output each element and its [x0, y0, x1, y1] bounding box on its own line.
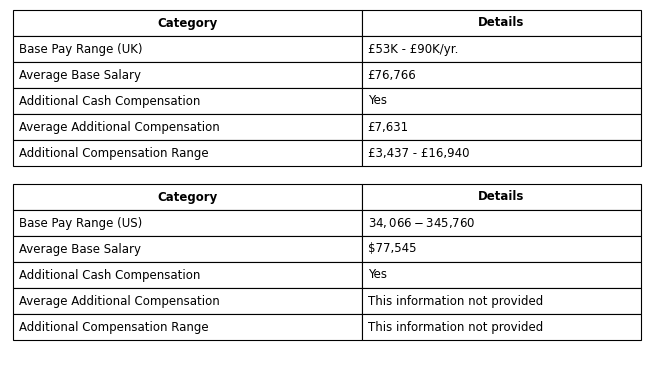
Text: Average Additional Compensation: Average Additional Compensation: [19, 294, 220, 307]
Bar: [13, 314, 362, 340]
Text: Additional Cash Compensation: Additional Cash Compensation: [19, 95, 200, 108]
Text: Base Pay Range (US): Base Pay Range (US): [19, 217, 143, 230]
Text: $77,545: $77,545: [368, 242, 416, 255]
Bar: [362, 62, 641, 88]
Bar: [362, 36, 641, 62]
Bar: [362, 236, 641, 262]
Bar: [362, 210, 641, 236]
Bar: [362, 288, 641, 314]
Bar: [13, 36, 362, 62]
Bar: [362, 140, 641, 166]
Bar: [13, 62, 362, 88]
Bar: [362, 262, 641, 288]
Bar: [13, 288, 362, 314]
Text: £7,631: £7,631: [368, 120, 409, 133]
Bar: [362, 10, 641, 36]
Text: Average Additional Compensation: Average Additional Compensation: [19, 120, 220, 133]
Bar: [362, 88, 641, 114]
Text: $34,066 - $345,760: $34,066 - $345,760: [368, 216, 475, 230]
Text: Additional Compensation Range: Additional Compensation Range: [19, 147, 209, 160]
Text: This information not provided: This information not provided: [368, 320, 543, 334]
Text: Category: Category: [157, 190, 217, 204]
Bar: [362, 114, 641, 140]
Bar: [13, 184, 362, 210]
Bar: [13, 114, 362, 140]
Text: Average Base Salary: Average Base Salary: [19, 242, 141, 255]
Text: Category: Category: [157, 16, 217, 30]
Bar: [13, 140, 362, 166]
Text: Average Base Salary: Average Base Salary: [19, 68, 141, 81]
Text: £53K - £90K/yr.: £53K - £90K/yr.: [368, 43, 458, 55]
Text: £3,437 - £16,940: £3,437 - £16,940: [368, 147, 469, 160]
Text: Base Pay Range (UK): Base Pay Range (UK): [19, 43, 143, 55]
Bar: [362, 184, 641, 210]
Text: £76,766: £76,766: [368, 68, 417, 81]
Text: Yes: Yes: [368, 269, 387, 282]
Bar: [13, 236, 362, 262]
Text: Additional Cash Compensation: Additional Cash Compensation: [19, 269, 200, 282]
Bar: [13, 210, 362, 236]
Text: This information not provided: This information not provided: [368, 294, 543, 307]
Bar: [13, 88, 362, 114]
Bar: [13, 262, 362, 288]
Text: Details: Details: [478, 190, 525, 204]
Text: Yes: Yes: [368, 95, 387, 108]
Bar: [13, 10, 362, 36]
Bar: [362, 314, 641, 340]
Text: Additional Compensation Range: Additional Compensation Range: [19, 320, 209, 334]
Text: Details: Details: [478, 16, 525, 30]
